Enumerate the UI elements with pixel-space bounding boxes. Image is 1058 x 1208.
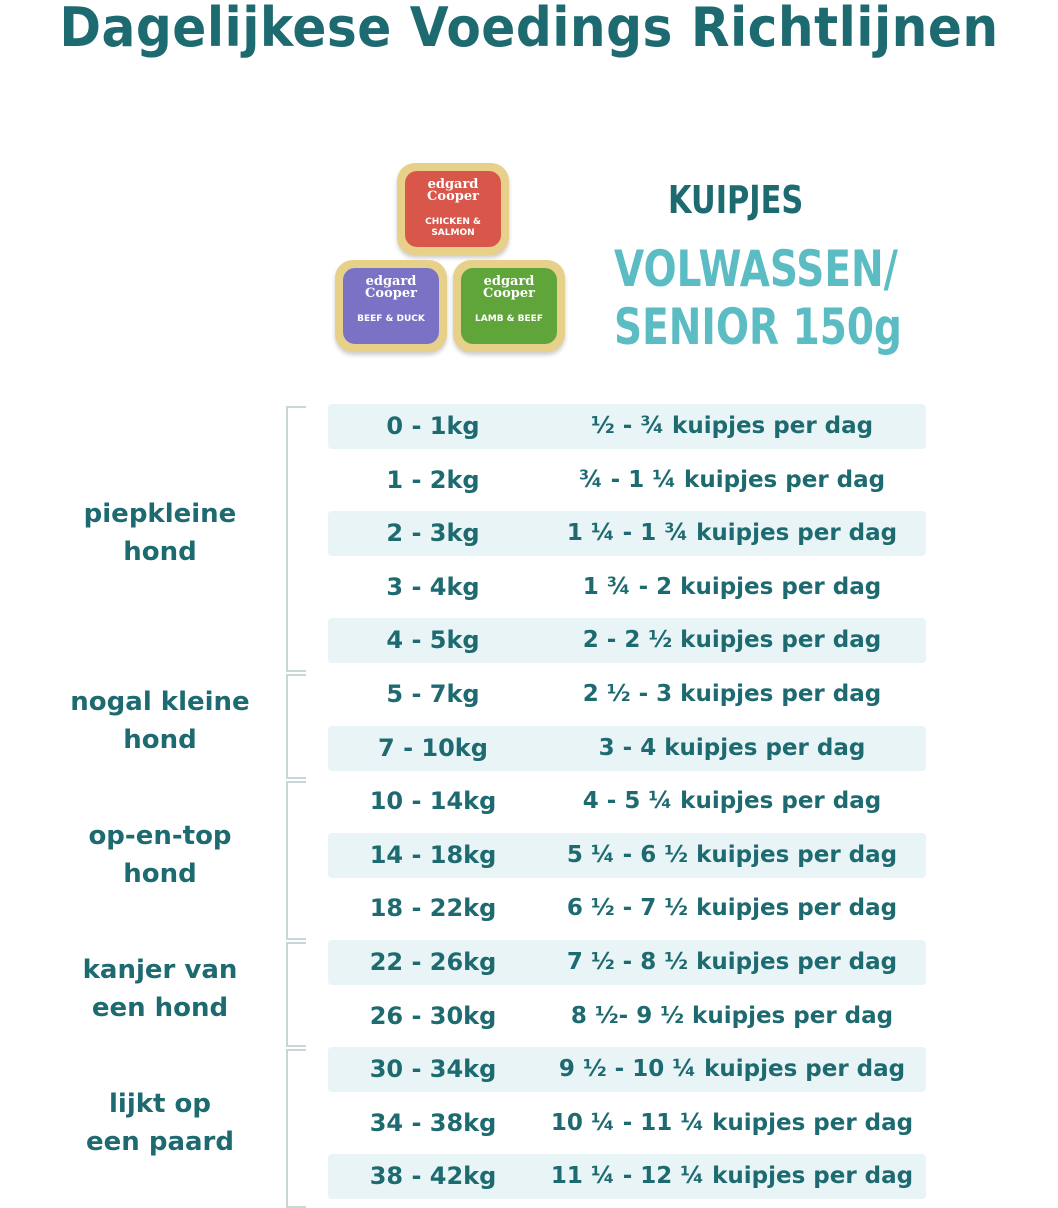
daily-amount: ½ - ¾ kuipjes per dag (590, 413, 874, 439)
daily-amount: ¾ - 1 ¼ kuipjes per dag (578, 466, 886, 493)
weight-range: 18 - 22kg (369, 894, 497, 923)
page-title: Dagelijkese Voedings Richtlijnen (59, 0, 999, 59)
tub-flavour: BEEF & DUCK (357, 314, 425, 324)
weight-range: 10 - 14kg (369, 787, 497, 816)
table-row: 4 - 5kg 2 - 2 ½ kuipjes per dag (328, 618, 926, 664)
product-type-label: KUIPJES (668, 178, 804, 222)
weight-range: 5 - 7kg (386, 680, 480, 708)
table-row: 38 - 42kg 11 ¼ - 12 ¼ kuipjes per dag (328, 1154, 926, 1200)
weight-range: 0 - 1kg (386, 412, 480, 440)
daily-amount: 1 ¼ - 1 ¾ kuipjes per dag (566, 520, 898, 547)
group-label-line-1: nogal kleine (70, 686, 250, 717)
weight-range: 26 - 30kg (369, 1001, 497, 1030)
weight-range: 3 - 4kg (386, 572, 480, 601)
tub-brand: edgard Cooper (483, 274, 535, 301)
table-row: 30 - 34kg 9 ½ - 10 ¼ kuipjes per dag (328, 1047, 926, 1093)
daily-amount: 8 ½- 9 ½ kuipjes per dag (570, 1002, 894, 1029)
daily-amount: 2 ½ - 3 kuipjes per dag (582, 681, 882, 707)
group-bracket (286, 406, 306, 672)
group-label-line-2: een hond (91, 992, 229, 1023)
weight-range: 7 - 10kg (378, 733, 488, 762)
tub-brand: edgard Cooper (365, 274, 417, 301)
weight-range: 38 - 42kg (369, 1162, 497, 1191)
group-label-line-1: lijkt op (109, 1088, 211, 1119)
table-row: 26 - 30kg 8 ½- 9 ½ kuipjes per dag (328, 994, 926, 1039)
group-label: lijkt op een paard (50, 1085, 270, 1161)
group-label: op-en-top hond (50, 817, 270, 893)
daily-amount: 3 - 4 kuipjes per dag (598, 734, 866, 761)
group-label: piepkleine hond (50, 495, 270, 571)
daily-amount: 10 ¼ - 11 ¼ kuipjes per dag (550, 1109, 914, 1136)
table-row: 5 - 7kg 2 ½ - 3 kuipjes per dag (328, 672, 926, 717)
group-label: nogal kleine hond (50, 683, 270, 759)
table-row: 0 - 1kg ½ - ¾ kuipjes per dag (328, 404, 926, 449)
daily-amount: 11 ¼ - 12 ¼ kuipjes per dag (550, 1163, 914, 1190)
weight-range: 30 - 34kg (369, 1055, 497, 1084)
subtitle-line-2: SENIOR 150g (614, 298, 902, 356)
daily-amount: 7 ½ - 8 ½ kuipjes per dag (566, 949, 898, 975)
table-row: 14 - 18kg 5 ¼ - 6 ½ kuipjes per dag (328, 832, 926, 878)
group-label: kanjer van een hond (50, 951, 270, 1027)
weight-range: 22 - 26kg (369, 948, 497, 976)
daily-amount: 2 - 2 ½ kuipjes per dag (582, 627, 882, 654)
product-tub-lamb-beef: edgard Cooper LAMB & BEEF (453, 260, 565, 352)
daily-amount: 6 ½ - 7 ½ kuipjes per dag (566, 895, 898, 922)
daily-amount: 5 ¼ - 6 ½ kuipjes per dag (566, 841, 898, 868)
group-bracket (286, 674, 306, 780)
group-label-line-2: hond (123, 858, 197, 889)
weight-range: 34 - 38kg (369, 1108, 497, 1137)
group-label-line-1: kanjer van (82, 954, 238, 985)
tub-brand: edgard Cooper (427, 177, 479, 204)
table-row: 7 - 10kg 3 - 4 kuipjes per dag (328, 725, 926, 771)
weight-range: 4 - 5kg (386, 626, 480, 655)
group-label-line-2: hond (123, 724, 197, 755)
table-row: 18 - 22kg 6 ½ - 7 ½ kuipjes per dag (328, 886, 926, 931)
subtitle-line-1: VOLWASSEN/ (614, 240, 898, 298)
weight-range: 2 - 3kg (386, 519, 480, 548)
product-tub-chicken-salmon: edgard Cooper CHICKEN & SALMON (397, 163, 509, 255)
table-row: 1 - 2kg ¾ - 1 ¼ kuipjes per dag (328, 458, 926, 503)
tub-flavour: LAMB & BEEF (475, 314, 543, 324)
table-row: 2 - 3kg 1 ¼ - 1 ¾ kuipjes per dag (328, 511, 926, 557)
table-row: 10 - 14kg 4 - 5 ¼ kuipjes per dag (328, 779, 926, 824)
group-bracket (286, 781, 306, 940)
group-bracket (286, 942, 306, 1048)
weight-range: 1 - 2kg (386, 465, 480, 494)
group-bracket (286, 1049, 306, 1208)
tub-flavour: CHICKEN & SALMON (425, 217, 481, 238)
product-subtitle: VOLWASSEN/ SENIOR 150g (614, 240, 902, 356)
table-row: 3 - 4kg 1 ¾ - 2 kuipjes per dag (328, 565, 926, 610)
weight-range: 14 - 18kg (369, 840, 497, 869)
daily-amount: 1 ¾ - 2 kuipjes per dag (582, 573, 882, 600)
daily-amount: 9 ½ - 10 ¼ kuipjes per dag (558, 1056, 906, 1083)
group-label-line-2: hond (123, 537, 197, 567)
group-label-line-1: op-en-top (88, 820, 232, 851)
table-row: 22 - 26kg 7 ½ - 8 ½ kuipjes per dag (328, 940, 926, 985)
daily-amount: 4 - 5 ¼ kuipjes per dag (582, 788, 882, 815)
group-label-line-1: piepkleine (83, 499, 237, 529)
table-row: 34 - 38kg 10 ¼ - 11 ¼ kuipjes per dag (328, 1101, 926, 1146)
group-label-line-2: een paard (86, 1126, 234, 1157)
product-tub-beef-duck: edgard Cooper BEEF & DUCK (335, 260, 447, 352)
